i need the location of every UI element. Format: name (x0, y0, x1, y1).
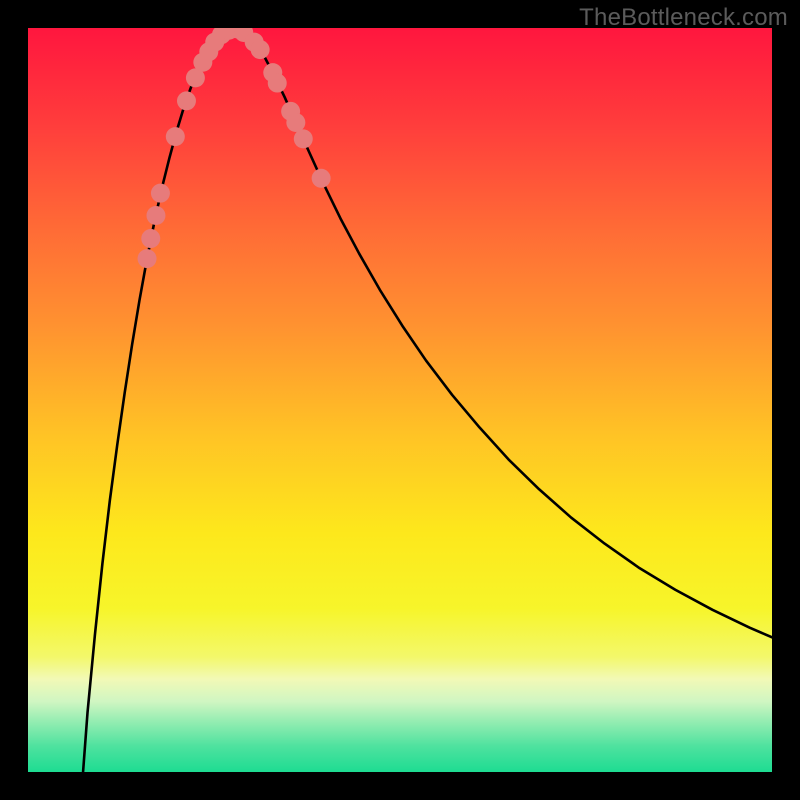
data-marker (141, 229, 160, 248)
data-marker (294, 129, 313, 148)
data-marker (166, 127, 185, 146)
frame-border-bottom (0, 772, 800, 800)
frame-border-right (772, 0, 800, 800)
plot-area (28, 28, 772, 772)
frame-border-left (0, 0, 28, 800)
gradient-background (28, 28, 772, 772)
watermark-text: TheBottleneck.com (579, 4, 788, 32)
data-marker (177, 91, 196, 110)
data-marker (268, 74, 287, 93)
data-marker (312, 169, 331, 188)
data-marker (286, 113, 305, 132)
data-marker (138, 249, 157, 268)
data-marker (251, 40, 270, 59)
data-marker (151, 184, 170, 203)
data-marker (146, 206, 165, 225)
